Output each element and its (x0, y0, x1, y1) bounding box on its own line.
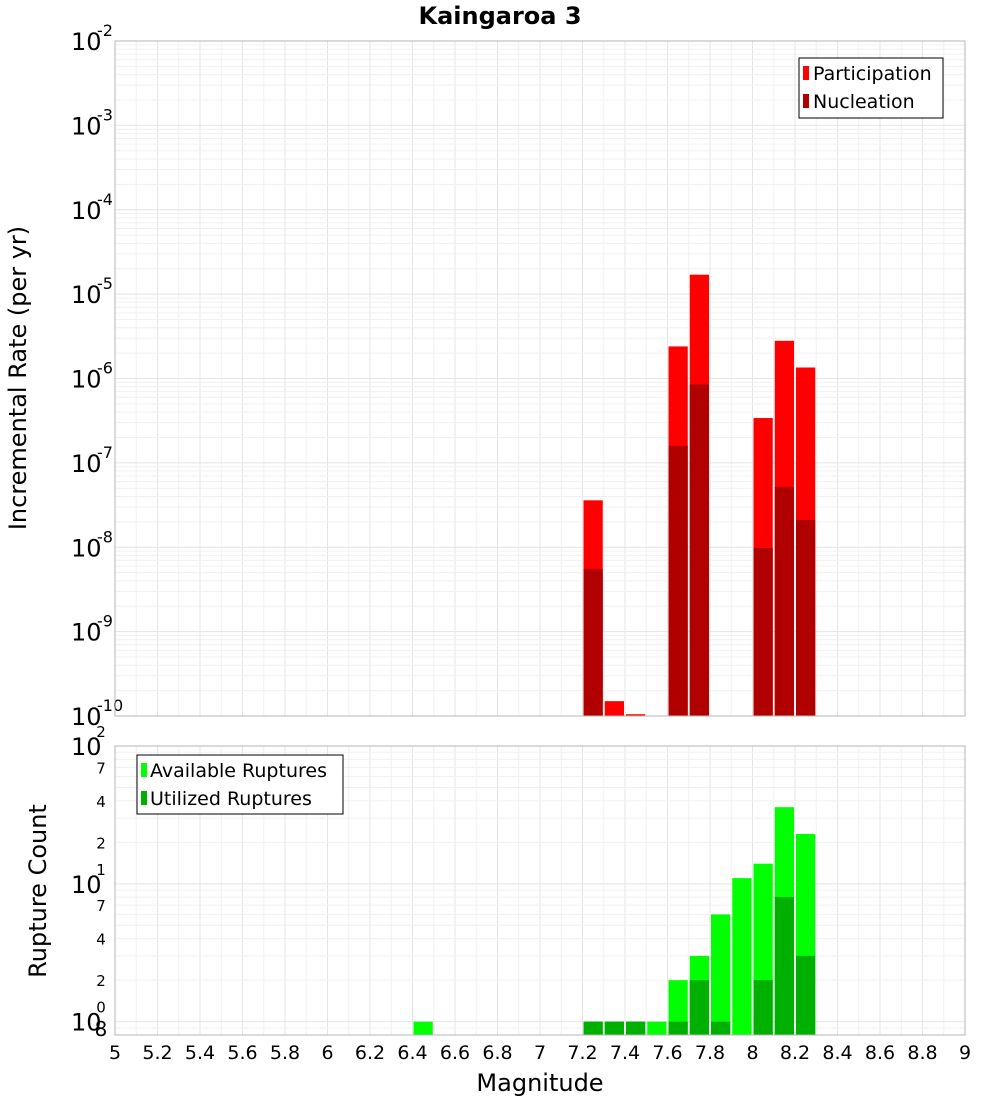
top-plot-border (114, 40, 966, 717)
top-legend-box (798, 57, 944, 119)
x-tick-label: 6.4 (397, 1042, 427, 1064)
bottom-legend: Available Ruptures Utilized Ruptures (136, 754, 344, 815)
bottom-y-tick-exponent: 2 (96, 723, 106, 741)
top-y-tick-label: 10 (71, 281, 102, 309)
bottom-bar-s1-7 (774, 897, 794, 1035)
top-bar-s1-4 (774, 486, 794, 716)
legend-swatch-participation (803, 66, 809, 80)
x-tick-label: 5.4 (185, 1042, 215, 1064)
bottom-bar-s0-4 (647, 1021, 667, 1035)
top-y-tick-label: 10 (71, 112, 102, 140)
x-tick-label: 6.6 (440, 1042, 470, 1064)
top-bar-s1-3 (753, 547, 773, 716)
x-tick-label: 8.4 (822, 1042, 852, 1064)
bottom-plot-border (114, 745, 966, 1036)
x-tick-labels: 5 5.2 5.4 5.6 5.8 6 6.2 6.4 6.6 6.8 7 7.2 7.4 7.6 7.8 8… (109, 1042, 971, 1064)
bottom-y-minor-tick-label: 2 (96, 972, 106, 990)
bottom-y-axis-label: Rupture Count (24, 804, 52, 978)
top-y-tick-label: 10 (71, 366, 102, 394)
top-y-axis-label: Incremental Rate (per yr) (4, 226, 32, 530)
top-y-tick-label: 10 (71, 534, 102, 562)
top-y-tick-exponent: -3 (97, 105, 113, 124)
x-tick-label: 5 (109, 1042, 121, 1064)
x-tick-label: 7.6 (652, 1042, 682, 1064)
bottom-y-tick-label: 10 (71, 733, 102, 761)
legend-swatch-utilized-ruptures (141, 791, 147, 805)
bottom-bar-s1-5 (711, 1021, 731, 1035)
top-bar-s0-2 (626, 714, 646, 716)
x-tick-label: 5.8 (270, 1042, 300, 1064)
legend-label-available-ruptures: Available Ruptures (150, 760, 327, 782)
bottom-y-minor-tick-label: 7 (96, 897, 106, 915)
x-tick-label: 8.6 (865, 1042, 895, 1064)
top-y-tick-label: 10 (71, 450, 102, 478)
top-bar-s1-1 (668, 445, 688, 716)
legend-label-utilized-ruptures: Utilized Ruptures (150, 788, 312, 810)
top-y-tick-exponent: -8 (97, 527, 113, 546)
top-bar-s1-2 (689, 384, 709, 716)
legend-label-participation: Participation (813, 63, 932, 85)
x-tick-label: 5.2 (142, 1042, 172, 1064)
bottom-y-minor-tick-label: 4 (96, 931, 106, 949)
bottom-y-minor-tick-label: 8 (95, 1017, 108, 1041)
top-y-tick-exponent: -5 (97, 274, 113, 293)
top-y-tick-exponent: -7 (97, 443, 113, 462)
top-y-tick-label: 10 (71, 28, 102, 56)
top-y-tick-label: 10 (71, 703, 102, 731)
top-bar-s0-1 (604, 701, 624, 716)
bottom-bar-s1-1 (604, 1021, 624, 1035)
top-y-tick-label: 10 (71, 197, 102, 225)
top-y-tick-label: 10 (71, 619, 102, 647)
top-bar-s1-5 (796, 520, 816, 716)
x-tick-label: 8 (746, 1042, 758, 1064)
top-gridlines (114, 41, 966, 717)
x-tick-label: 7.8 (695, 1042, 725, 1064)
top-y-tick-exponent: -6 (97, 359, 113, 378)
top-y-tick-exponent: -9 (97, 612, 113, 631)
x-tick-label: 9 (959, 1042, 971, 1064)
x-tick-label: 8.8 (907, 1042, 937, 1064)
top-y-tick-exponent: -4 (97, 190, 113, 209)
x-tick-label: 6.2 (355, 1042, 385, 1064)
bottom-bar-s0-7 (711, 914, 731, 1035)
bottom-bar-s1-8 (796, 955, 816, 1035)
bottom-y-minor-tick-label: 4 (96, 793, 106, 811)
bottom-y-tick-label: 10 (71, 871, 102, 899)
bottom-bars (413, 807, 816, 1035)
bottom-bar-s1-3 (668, 1021, 688, 1035)
bottom-bar-s0-5 (668, 980, 688, 1035)
bottom-y-tick-exponent: 0 (96, 999, 106, 1017)
x-tick-label: 7.2 (567, 1042, 597, 1064)
bottom-bar-s1-4 (689, 980, 709, 1035)
bottom-legend-box (136, 754, 344, 815)
top-y-tick-exponent: -2 (97, 21, 113, 40)
bottom-bar-s0-0 (413, 1021, 433, 1035)
x-axis-label: Magnitude (476, 1069, 603, 1097)
bottom-y-minor-tick-label: 7 (96, 759, 106, 777)
x-tick-label: 8.2 (780, 1042, 810, 1064)
x-tick-label: 5.6 (227, 1042, 257, 1064)
x-tick-label: 6 (321, 1042, 333, 1064)
bottom-bar-s0-8 (732, 878, 752, 1035)
top-legend: Participation Nucleation (798, 57, 944, 119)
bottom-y-tick-label: 10 (71, 1009, 102, 1037)
top-bars (583, 274, 816, 716)
bottom-y-minor-tick-label: 2 (96, 834, 106, 852)
legend-swatch-available-ruptures (141, 763, 147, 777)
bottom-bar-s1-2 (626, 1021, 646, 1035)
x-tick-label: 6.8 (482, 1042, 512, 1064)
bottom-y-tick-exponent: 1 (96, 861, 106, 879)
x-tick-label: 7 (534, 1042, 546, 1064)
x-tick-label: 7.4 (610, 1042, 640, 1064)
top-y-tick-exponent: -10 (97, 696, 123, 715)
top-bar-s1-0 (583, 569, 603, 716)
legend-swatch-nucleation (803, 94, 809, 108)
legend-label-nucleation: Nucleation (813, 91, 915, 113)
chart-title: Kaingaroa 3 (418, 2, 581, 30)
bottom-bar-s1-0 (583, 1021, 603, 1035)
bottom-bar-s1-6 (753, 980, 773, 1035)
